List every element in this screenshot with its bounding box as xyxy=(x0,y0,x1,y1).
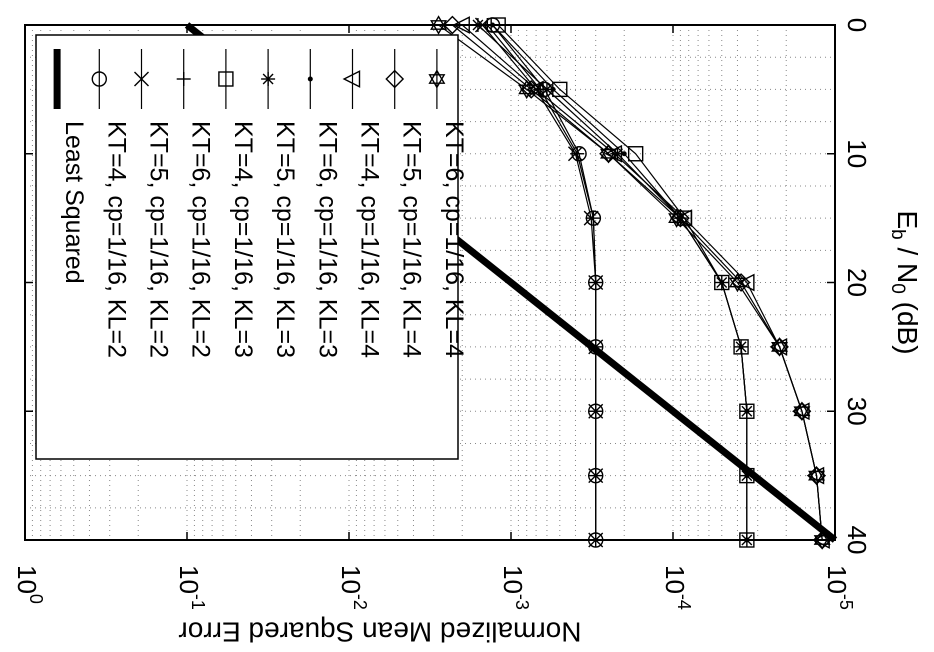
plot-border xyxy=(24,24,836,541)
legend-entry: KT=5, cp=1/16, KL=2 xyxy=(134,49,173,358)
legend-label: KT=4, cp=1/16, KL=4 xyxy=(356,121,384,358)
legend-label: KT=6, cp=1/16, KL=2 xyxy=(187,121,215,358)
y-axis-title: Normalized Mean Squared Error xyxy=(178,617,581,648)
data-point-diamond xyxy=(521,79,541,99)
y-tick-label: 10-2 xyxy=(336,565,370,610)
data-point-plus xyxy=(588,275,603,290)
data-point-plus xyxy=(588,339,603,354)
x-tick-label: 20 xyxy=(842,268,872,297)
data-point-hexagram xyxy=(813,530,831,550)
data-point-hexagram xyxy=(771,337,789,357)
legend-label: KT=5, cp=1/16, KL=4 xyxy=(398,121,426,358)
data-point-plus xyxy=(176,72,191,86)
y-tick-label: 10-5 xyxy=(822,565,856,610)
legend-box xyxy=(35,34,459,460)
data-point-dot xyxy=(744,473,750,479)
legend-entry: Least Squared xyxy=(53,49,88,284)
legend-entry: KT=5, cp=1/16, KL=4 xyxy=(385,49,426,358)
legend-label: KT=4, cp=1/16, KL=3 xyxy=(229,121,257,358)
series-10 xyxy=(430,15,831,550)
x-tick-label: 30 xyxy=(842,397,872,426)
x-axis-ticks: 0 10 20 30 40 xyxy=(842,18,872,555)
data-point-dot xyxy=(719,280,725,285)
y-axis-label: Normalized Mean Squared Error xyxy=(178,617,581,648)
data-point-plus xyxy=(588,468,603,483)
y-tick-label: 10-4 xyxy=(660,565,694,610)
y-tick-label: 10-1 xyxy=(174,565,208,610)
legend-label: KT=4, cp=1/16, KL=2 xyxy=(102,121,130,358)
x-tick-label: 0 xyxy=(842,18,872,32)
data-point-plus xyxy=(570,146,585,161)
legend-label: KT=5, cp=1/16, KL=2 xyxy=(145,121,173,358)
data-point-dot xyxy=(738,344,744,350)
legend-entry: KT=4, cp=1/16, KL=3 xyxy=(218,49,257,358)
data-point-diamond xyxy=(671,208,690,228)
data-point-dot xyxy=(621,151,627,157)
data-point-dot xyxy=(744,408,750,414)
legend-label: KT=6, cp=1/16, KL=4 xyxy=(440,121,468,358)
legend: Least Squared KT=4, cp=1/16, KL=2 KT=5, cp… xyxy=(35,34,468,460)
legend-label: KT=6, cp=1/16, KL=3 xyxy=(313,121,341,358)
data-point-dot xyxy=(307,76,313,82)
legend-entry: KT=6, cp=1/16, KL=4 xyxy=(428,49,468,358)
data-point-hexagram xyxy=(728,272,746,293)
data-point-hexagram xyxy=(668,208,686,228)
legend-entry: KT=6, cp=1/16, KL=3 xyxy=(307,49,341,358)
plot-area: Least Squared KT=4, cp=1/16, KL=2 KT=5, cp… xyxy=(24,15,838,550)
y-tick-label: 10-3 xyxy=(498,565,532,610)
data-point-diamond xyxy=(443,15,462,35)
data-point-dot xyxy=(550,86,556,92)
series-line xyxy=(438,24,823,541)
legend-label: KT=5, cp=1/16, KL=3 xyxy=(271,121,299,358)
legend-entry: KT=6, cp=1/16, KL=2 xyxy=(176,49,215,358)
series-7 xyxy=(490,22,750,543)
data-point-hexagram xyxy=(600,143,618,164)
y-tick-label: 100 xyxy=(12,565,46,604)
y-axis-ticks: 100 10-1 10-2 10-3 10-4 10-5 xyxy=(12,565,856,610)
data-point-square xyxy=(218,71,234,87)
legend-entry: KT=4, cp=1/16, KL=2 xyxy=(91,49,130,358)
data-point-diamond xyxy=(385,69,405,89)
data-point-plus xyxy=(588,404,603,419)
data-point-plus xyxy=(586,211,601,226)
legend-entry: KT=5, cp=1/16, KL=3 xyxy=(261,49,299,358)
data-point-hexagram xyxy=(430,15,448,35)
x-tick-label: 10 xyxy=(842,139,872,168)
data-point-asterisk xyxy=(261,72,276,86)
legend-label: Least Squared xyxy=(60,121,88,284)
data-point-hexagram xyxy=(793,401,811,422)
legend-entry: KT=4, cp=1/16, KL=4 xyxy=(342,49,384,358)
x-axis-label: Eb / N0 (dB) xyxy=(887,210,923,354)
data-point-circle xyxy=(91,71,108,87)
data-point-hexagram xyxy=(428,69,446,89)
data-point-triangle xyxy=(342,70,361,88)
x-tick-label: 40 xyxy=(842,526,872,555)
data-point-hexagram xyxy=(808,465,826,486)
x-axis-title: Eb / N0 (dB) xyxy=(887,210,923,354)
data-point-square xyxy=(627,146,644,162)
data-point-hexagram xyxy=(518,79,536,100)
data-point-x xyxy=(134,71,149,87)
